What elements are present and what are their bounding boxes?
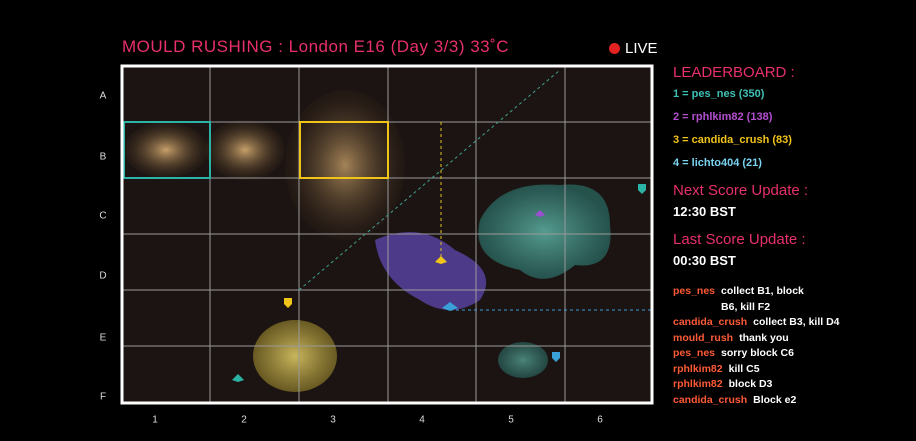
leaderboard-title: LEADERBOARD : [673,64,795,81]
chat-message: rphlkim82 kill C5 [673,362,863,378]
chat-text: thank you [739,331,789,344]
chat-message: candida_crush collect B3, kill D4 [673,315,863,331]
mould-blob [498,342,548,378]
chat-message: mould_rush thank you [673,331,863,347]
next-update-time: 12:30 BST [673,204,736,219]
mould-blob [124,122,208,178]
column-label: 6 [597,415,603,426]
chat-text: Block e2 [753,393,797,406]
shield-icon [284,298,292,308]
chat-message: pes_nes sorry block C6 [673,346,863,362]
column-label: 3 [330,415,336,426]
live-dot [609,43,620,54]
column-label: 5 [508,415,514,426]
mould-blob [253,320,337,392]
shield-icon [552,352,560,362]
leaderboard-entry: 1 = pes_nes (350) [673,88,765,100]
leaderboard-entry: 2 = rphlkim82 (138) [673,111,773,123]
mould-blob [285,90,405,240]
chat-user: rphlkim82 [673,378,723,390]
player-marker [232,374,244,382]
chat-user: candida_crush [673,393,748,406]
row-label: B [100,152,107,163]
chat-text: collect B3, kill D4 [753,316,840,328]
chat-user: pes_nes [673,347,716,359]
shield-icon [638,184,646,194]
chat-message: candida_crush Block e2 [673,393,863,409]
board-border [120,64,654,405]
last-update-label: Last Score Update : [673,231,806,248]
chat-user: pes_nes [673,285,716,297]
chat-text: collect B1, block B6, kill F2 [721,285,804,313]
column-label: 1 [152,415,158,426]
highlight-cell [299,121,389,179]
leaderboard-entry: 3 = candida_crush (83) [673,134,792,146]
row-label: F [100,392,106,403]
player-marker [435,256,447,264]
chat-user: mould_rush [673,331,734,344]
row-label: C [99,211,106,222]
chat-message: pes_nes collect B1, block B6, kill F2 [673,284,863,315]
chat-user: candida_crush [673,316,748,328]
live-label: LIVE [625,40,658,57]
mould-blob [478,184,611,279]
next-update-label: Next Score Update : [673,182,809,199]
row-label: A [100,91,107,102]
chat-user: rphlkim82 [673,362,723,375]
player-marker [442,302,458,311]
last-update-time: 00:30 BST [673,253,736,268]
highlight-cell [123,121,211,179]
path-line [298,69,561,291]
game-title: MOULD RUSHING : London E16 (Day 3/3) 33˚… [122,37,510,56]
row-label: D [99,271,106,282]
mould-blob [205,120,285,180]
column-label: 4 [419,415,425,426]
chat-text: kill C5 [728,362,760,375]
column-label: 2 [241,415,247,426]
player-marker [535,210,545,217]
chat: pes_nes collect B1, block B6, kill F2 cand… [673,284,863,408]
chat-message: rphlkim82 block D3 [673,377,863,393]
chat-text: sorry block C6 [721,347,794,359]
row-label: E [100,333,107,344]
leaderboard-entry: 4 = lichto404 (21) [673,157,762,169]
chat-text: block D3 [728,378,773,390]
